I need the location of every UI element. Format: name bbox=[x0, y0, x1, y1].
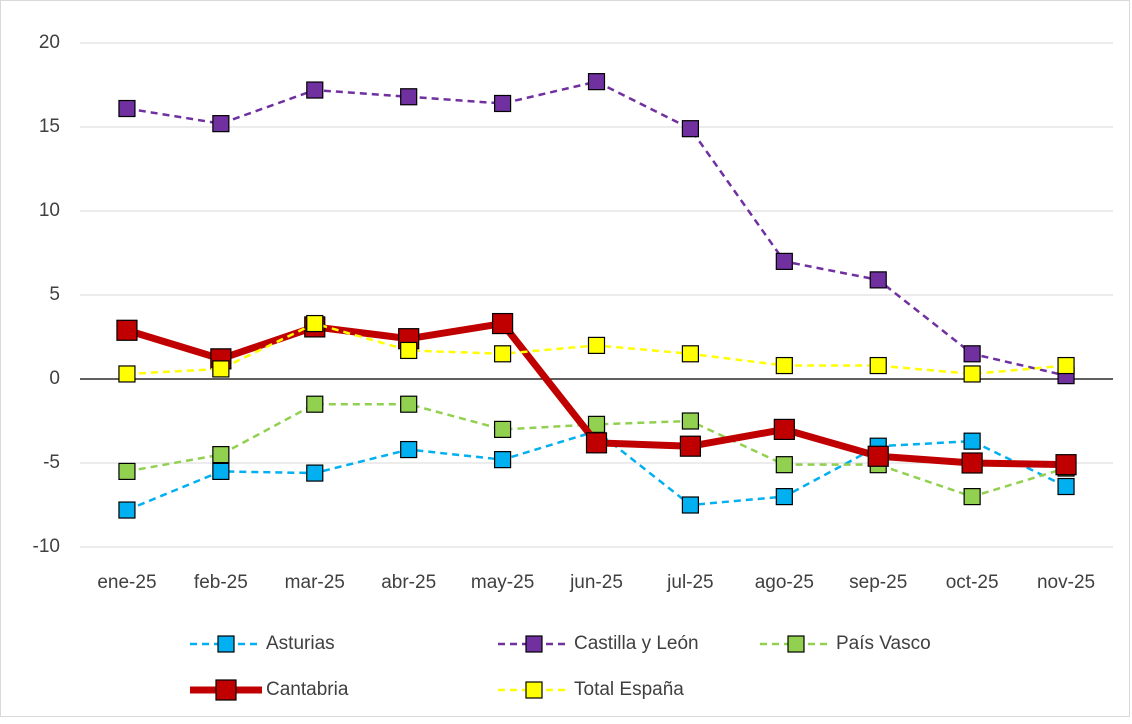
marker bbox=[963, 432, 981, 450]
x-tick-label: feb-25 bbox=[194, 572, 248, 593]
series-line bbox=[126, 80, 1067, 377]
marker bbox=[118, 365, 136, 383]
marker bbox=[493, 345, 512, 363]
marker bbox=[961, 452, 983, 474]
x-tick-label: sep-25 bbox=[849, 572, 907, 593]
marker bbox=[869, 356, 887, 375]
marker bbox=[400, 395, 418, 413]
legend-label: Cantabria bbox=[266, 679, 349, 700]
marker bbox=[493, 94, 512, 113]
marker bbox=[306, 395, 324, 413]
legend-marker bbox=[217, 635, 235, 653]
x-tick-label: may-25 bbox=[471, 572, 534, 593]
legend-label: Asturias bbox=[266, 633, 335, 654]
marker bbox=[400, 341, 418, 360]
marker bbox=[585, 432, 608, 454]
marker bbox=[681, 412, 700, 430]
marker bbox=[306, 464, 324, 482]
marker bbox=[400, 88, 418, 106]
legend-marker bbox=[215, 679, 237, 701]
marker bbox=[212, 446, 230, 464]
legend-marker bbox=[525, 635, 543, 653]
marker bbox=[400, 440, 418, 459]
x-tick-label: oct-25 bbox=[946, 572, 999, 593]
marker bbox=[212, 360, 230, 378]
marker bbox=[306, 314, 324, 333]
marker bbox=[587, 73, 606, 91]
marker bbox=[587, 336, 606, 354]
marker bbox=[679, 435, 702, 457]
x-tick-label: jul-25 bbox=[666, 572, 713, 593]
marker bbox=[867, 445, 889, 467]
marker bbox=[963, 365, 981, 383]
marker bbox=[1055, 454, 1077, 476]
marker bbox=[212, 462, 230, 480]
legend-marker bbox=[787, 635, 805, 653]
y-tick-label: 20 bbox=[39, 32, 60, 53]
marker bbox=[491, 312, 514, 335]
marker bbox=[681, 120, 700, 138]
marker bbox=[306, 81, 324, 99]
marker bbox=[773, 418, 795, 440]
y-tick-label: 5 bbox=[49, 284, 60, 305]
marker bbox=[493, 451, 512, 469]
marker bbox=[116, 319, 138, 341]
marker bbox=[1057, 477, 1075, 496]
y-tick-label: -10 bbox=[33, 536, 60, 557]
marker bbox=[681, 345, 700, 363]
y-tick-label: 10 bbox=[39, 200, 60, 221]
y-tick-label: -5 bbox=[43, 452, 60, 473]
marker bbox=[775, 356, 793, 375]
marker bbox=[775, 456, 793, 474]
marker bbox=[963, 345, 981, 363]
marker bbox=[587, 415, 606, 433]
x-tick-label: ago-25 bbox=[755, 572, 814, 593]
x-tick-label: mar-25 bbox=[285, 572, 345, 593]
marker bbox=[775, 488, 793, 506]
marker bbox=[118, 501, 136, 519]
marker bbox=[963, 488, 981, 506]
legend-label: Total España bbox=[574, 679, 684, 700]
x-tick-label: abr-25 bbox=[381, 572, 436, 593]
marker bbox=[118, 99, 136, 118]
y-tick-label: 0 bbox=[49, 368, 60, 389]
legend-marker bbox=[525, 681, 543, 699]
legend-label: Castilla y León bbox=[574, 633, 699, 654]
legend-label: País Vasco bbox=[836, 633, 931, 654]
marker bbox=[493, 420, 512, 438]
marker bbox=[681, 496, 700, 514]
marker bbox=[1057, 356, 1075, 375]
y-tick-label: 15 bbox=[39, 116, 60, 137]
x-tick-label: nov-25 bbox=[1037, 572, 1095, 593]
marker bbox=[869, 271, 887, 289]
marker bbox=[212, 115, 230, 133]
x-tick-label: jun-25 bbox=[569, 572, 623, 593]
marker bbox=[775, 252, 793, 270]
x-tick-label: ene-25 bbox=[97, 572, 156, 593]
marker bbox=[118, 462, 136, 480]
